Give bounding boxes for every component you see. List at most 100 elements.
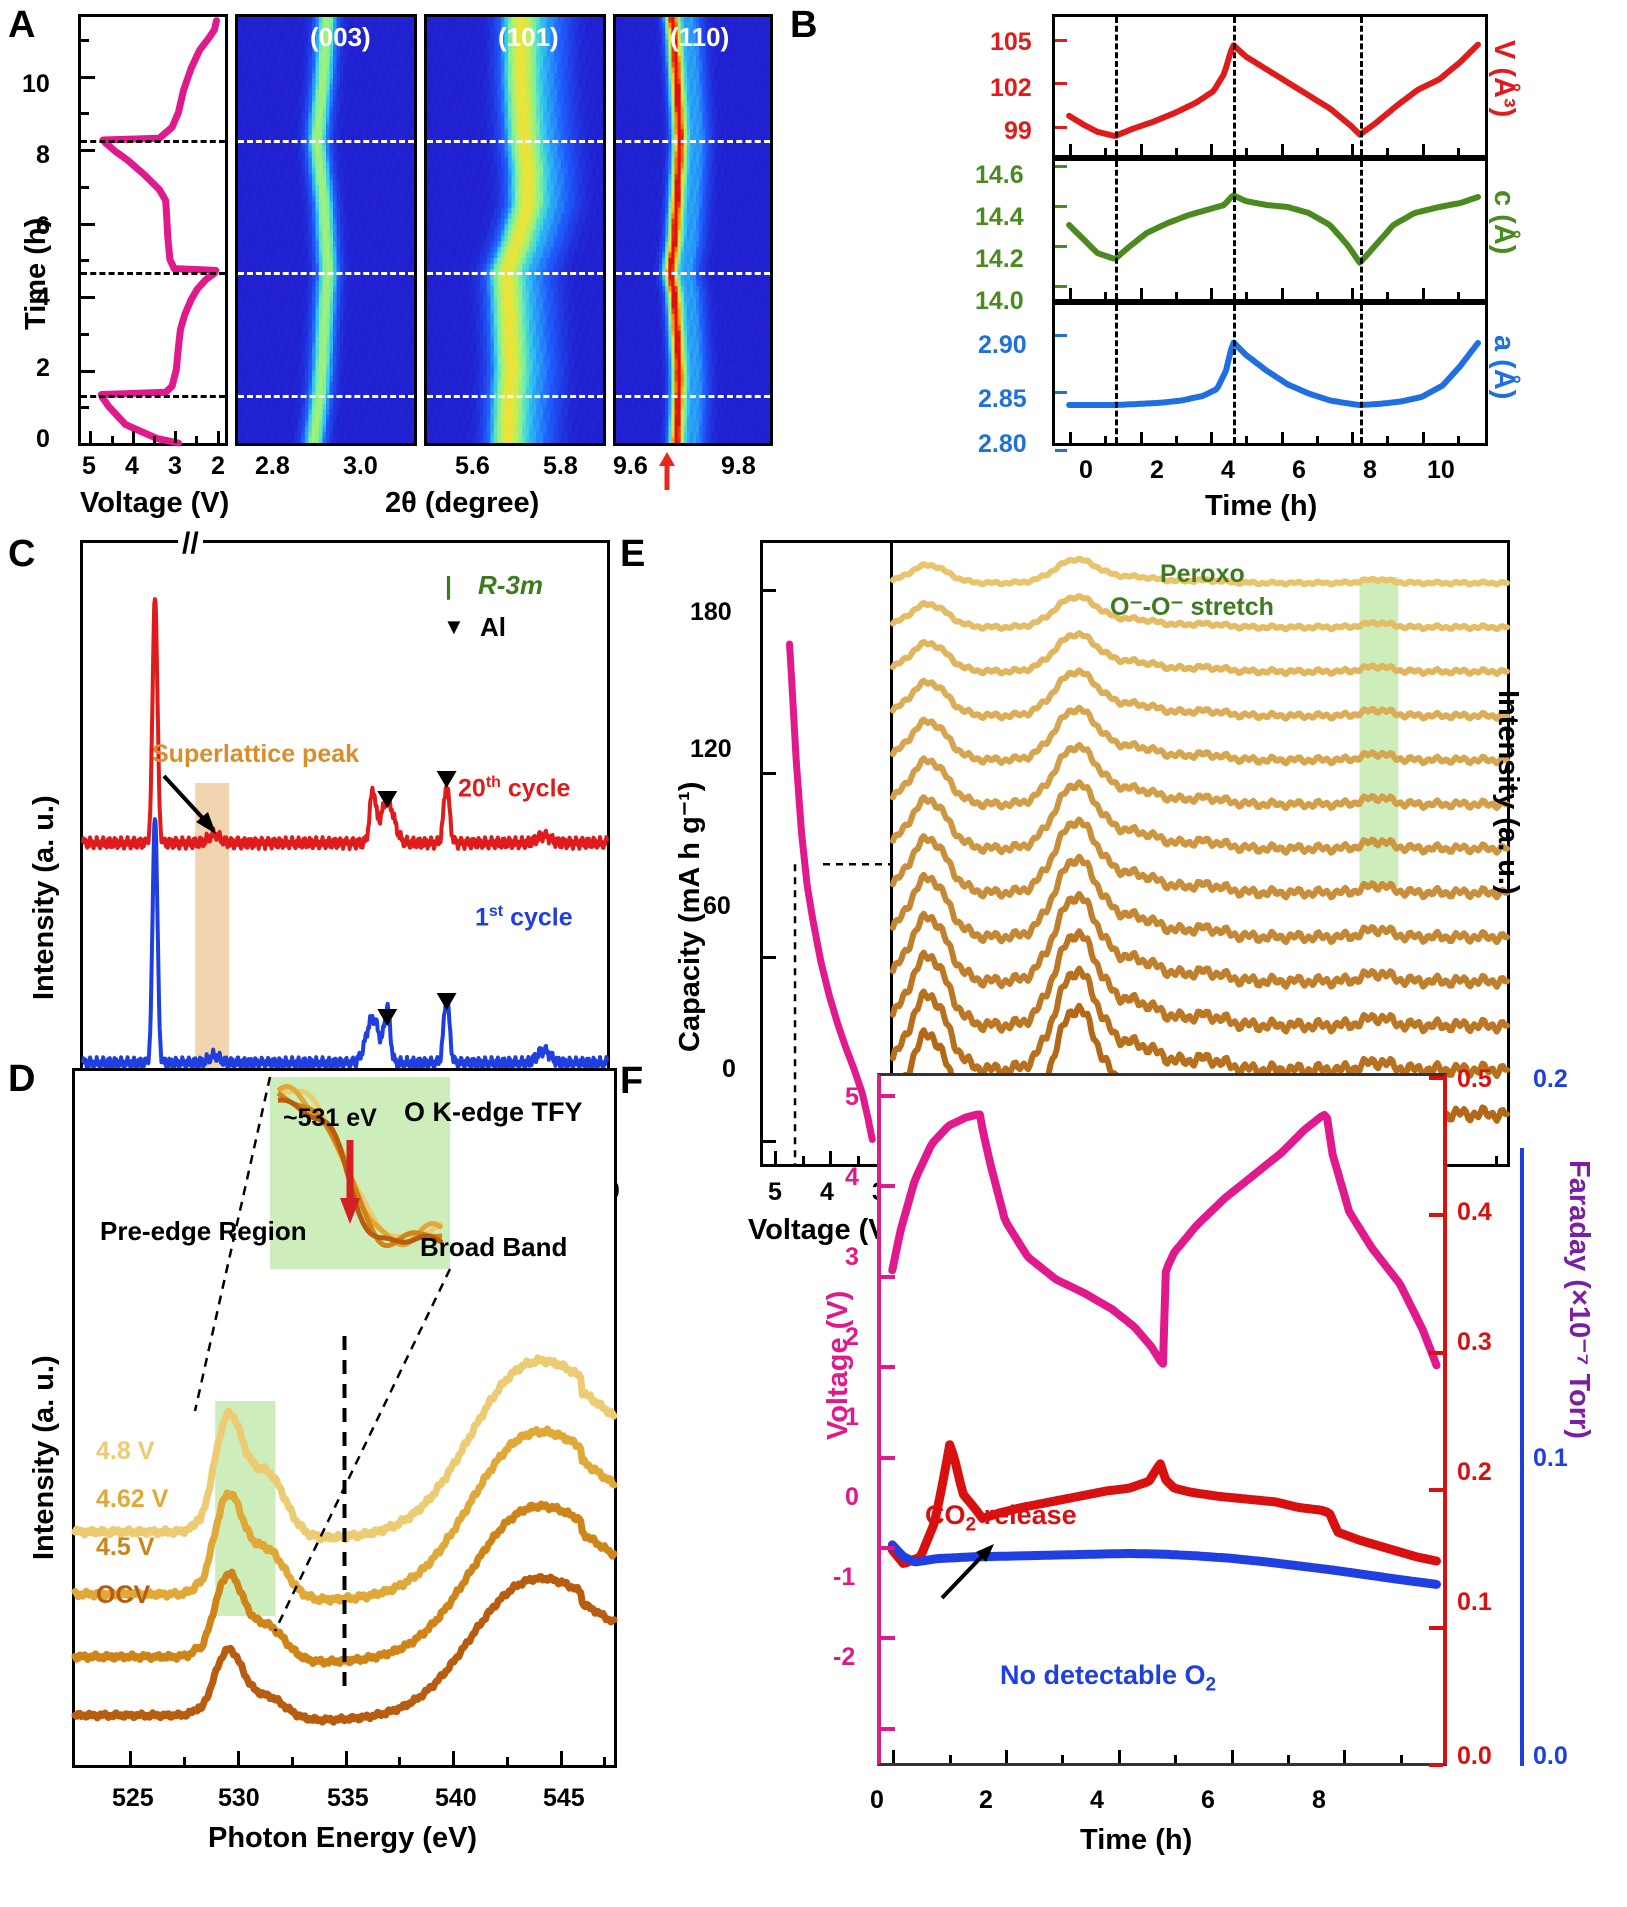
phase-boundary-dashed-line — [427, 140, 603, 144]
reflection-label-003: (003) — [310, 22, 371, 52]
superlattice-arrow-icon — [162, 774, 216, 834]
volume-curve-svg — [1066, 41, 1481, 139]
voltage-tick — [153, 436, 156, 443]
time-tick — [1005, 1750, 1009, 1763]
time-tick — [1139, 432, 1143, 443]
panel-e-voltage-label: Voltage (V) — [748, 1214, 898, 1246]
heatmap-003 — [235, 14, 417, 446]
time-tick — [1174, 1755, 1178, 1763]
time-tick — [1104, 148, 1108, 155]
value-tick — [1055, 285, 1067, 288]
energy-tick — [452, 1751, 456, 1765]
pre-edge-region-label: Pre-edge Region — [100, 1216, 307, 1246]
time-tick — [1210, 432, 1214, 443]
time-tick — [948, 1755, 952, 1763]
energy-tick — [560, 1751, 564, 1765]
capacity-tick — [763, 588, 776, 592]
time-tick — [1245, 436, 1249, 443]
time-tick — [1210, 144, 1214, 155]
time-tick — [81, 332, 89, 336]
panel-d-ylabel: Intensity (a. u.) — [28, 1355, 60, 1560]
value-tick — [1055, 125, 1067, 129]
value-tick — [1055, 38, 1067, 42]
heatmap-101-svg — [427, 17, 603, 443]
phase-boundary-dashed-line — [616, 140, 770, 144]
reflection-label-101: (101) — [498, 22, 559, 52]
time-tick — [892, 1750, 896, 1763]
co2-tick — [1429, 1350, 1443, 1355]
time-tick — [1280, 144, 1284, 155]
time-tick — [81, 75, 95, 79]
voltage-tick — [881, 1274, 895, 1279]
time-tick — [81, 259, 89, 263]
time-tick — [1343, 1750, 1347, 1763]
time-tick — [1061, 1755, 1065, 1763]
time-tick — [1351, 432, 1355, 443]
reflection-label-110: (110) — [670, 22, 730, 52]
raman-spectra-svg — [890, 555, 1510, 1124]
time-tick — [81, 149, 95, 153]
panel-f-xlabel: Time (h) — [1080, 1824, 1193, 1856]
peroxo-label-line1: Peroxo — [1160, 560, 1245, 588]
co2-tick — [1429, 1625, 1443, 1630]
broad-band-label: Broad Band — [420, 1232, 568, 1262]
time-tick — [1104, 292, 1108, 299]
trace-label-4p8v: 4.8 V — [96, 1437, 155, 1465]
time-tick — [81, 369, 95, 373]
panel-d-plot — [71, 1068, 618, 1768]
voltage-tick — [801, 1156, 805, 1164]
phase-boundary-dashed-line — [238, 395, 414, 399]
value-tick — [1055, 82, 1067, 86]
time-tick — [1287, 1755, 1291, 1763]
panel-e-capacity-label: Capacity (mA h g⁻¹) — [674, 781, 706, 1052]
panel-d-xlabel: Photon Energy (eV) — [208, 1822, 478, 1854]
superlattice-annotation: Superlattice peak — [152, 740, 360, 768]
time-tick — [1315, 436, 1319, 443]
voltage-curve-svg — [97, 17, 220, 447]
panel-label-e: E — [620, 533, 646, 575]
time-tick — [1280, 288, 1284, 299]
panel-b-a-plot — [1052, 302, 1488, 452]
voltage-tick — [881, 1636, 895, 1641]
phase-boundary-dashed-line — [616, 395, 770, 399]
energy-tick — [290, 1757, 294, 1765]
panel-b-volume-axis-label: V (Å³) — [1488, 40, 1520, 118]
legend-label-r3m: R-3m — [478, 570, 544, 600]
energy-tick — [398, 1757, 402, 1765]
phase-boundary-dashed-line — [1114, 17, 1118, 155]
energy-tick — [344, 1751, 348, 1765]
voltage-tick — [881, 1094, 895, 1099]
curve-label-20th: 20th cycle — [458, 774, 571, 803]
phase-boundary-dashed-line — [238, 272, 414, 276]
time-tick — [1104, 436, 1108, 443]
phase-boundary-dashed-line — [1232, 305, 1236, 443]
value-tick — [1055, 205, 1067, 208]
curve-label-1st: 1st cycle — [475, 903, 573, 932]
phase-boundary-dashed-line — [81, 140, 225, 144]
energy-tick — [236, 1751, 240, 1765]
legend-symbol-r3m: | — [445, 572, 452, 600]
time-tick — [81, 296, 95, 300]
panel-f-plot — [877, 1073, 1447, 1767]
panel-b-c-plot — [1052, 158, 1488, 302]
time-tick — [1315, 292, 1319, 299]
panel-label-d: D — [8, 1058, 36, 1100]
voltage-tick — [881, 1365, 895, 1370]
co2-release-annotation: CO2 release — [925, 1500, 1077, 1536]
time-tick — [81, 222, 95, 226]
value-tick — [1055, 245, 1067, 248]
voltage-tick — [881, 1184, 895, 1189]
time-tick — [1174, 148, 1178, 155]
time-tick — [1117, 1750, 1121, 1763]
panel-b-xlabel: Time (h) — [1205, 490, 1318, 522]
voltage-tick — [110, 436, 114, 443]
c-curve-svg — [1066, 192, 1481, 266]
phase-boundary-dashed-line — [427, 395, 603, 399]
panel-a-voltage-xlabel: Voltage (V) — [80, 487, 230, 519]
time-tick — [1456, 436, 1460, 443]
panel-c-ylabel: Intensity (a. u.) — [28, 795, 60, 1000]
phase-boundary-dashed-line — [1232, 17, 1236, 155]
energy-tick — [603, 1757, 607, 1765]
time-tick — [81, 39, 89, 43]
